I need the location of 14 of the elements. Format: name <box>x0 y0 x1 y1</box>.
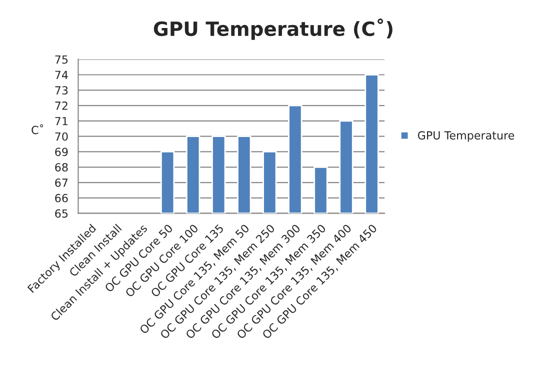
y-tick-label: 74 <box>55 70 68 79</box>
y-tick-label: 68 <box>55 163 68 172</box>
y-tick-label: 71 <box>55 117 68 126</box>
y-tick-label: 70 <box>55 132 68 141</box>
y-tick-label: 69 <box>55 148 68 156</box>
y-tick-label: 66 <box>55 194 68 202</box>
chart-title: GPU Temperature (C˚) <box>154 18 392 40</box>
legend-label: GPU Temperature <box>418 131 514 142</box>
y-tick-label: 65 <box>55 209 68 218</box>
y-tick-label: 75 <box>55 55 68 64</box>
y-tick-label: 72 <box>55 102 68 110</box>
y-axis-title: C˚ <box>32 124 44 134</box>
y-tick-label: 67 <box>55 178 68 187</box>
y-tick-label: 73 <box>55 86 68 95</box>
